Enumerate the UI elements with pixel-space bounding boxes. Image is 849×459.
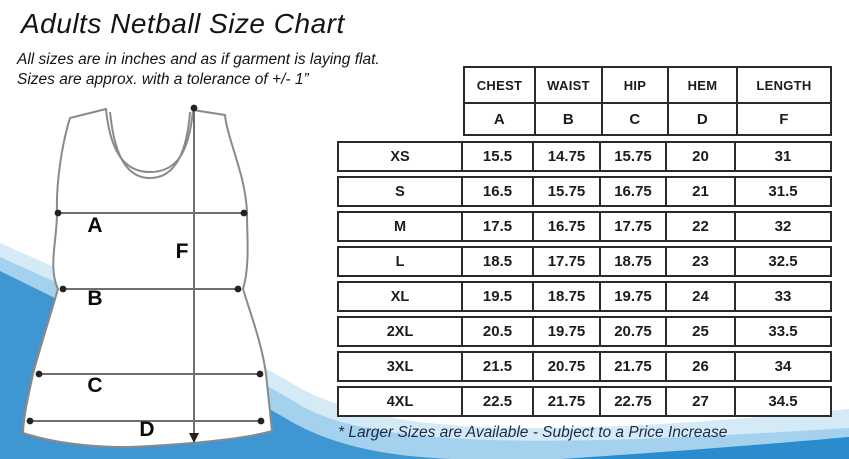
hip-value: 15.75 bbox=[601, 143, 667, 170]
table-row-xs: XS 15.5 14.75 15.75 20 31 bbox=[337, 141, 832, 172]
length-value: 31.5 bbox=[768, 183, 798, 200]
column-header-hip: HIP bbox=[603, 68, 669, 102]
size-chart-table: CHEST WAIST HIP HEM LENGTH A B C D F XS … bbox=[337, 66, 832, 421]
hip-value: 20.75 bbox=[601, 318, 667, 345]
table-row-xl: XL 19.5 18.75 19.75 24 33 bbox=[337, 281, 832, 312]
column-header-length: LENGTH bbox=[756, 77, 812, 93]
table-header-block: CHEST WAIST HIP HEM LENGTH A B C D F bbox=[463, 66, 832, 136]
wave-dark-corner bbox=[560, 437, 849, 459]
letter-chest: A bbox=[465, 104, 536, 134]
size-label: 4XL bbox=[339, 388, 463, 415]
hem-value: 26 bbox=[667, 353, 736, 380]
hip-value: 21.75 bbox=[601, 353, 667, 380]
label-hem: D bbox=[139, 418, 154, 441]
garment-diagram: A B C D F bbox=[22, 104, 273, 448]
subtitle-line-2: Sizes are approx. with a tolerance of +/… bbox=[17, 71, 309, 88]
length-value: 34 bbox=[774, 358, 792, 375]
footnote: * Larger Sizes are Available - Subject t… bbox=[338, 424, 728, 441]
size-label: 2XL bbox=[339, 318, 463, 345]
length-value: 33 bbox=[774, 288, 792, 305]
label-waist: B bbox=[87, 287, 102, 310]
table-row-4xl: 4XL 22.5 21.75 22.75 27 34.5 bbox=[337, 386, 832, 417]
measurement-end-dots bbox=[26, 104, 265, 443]
garment-neck-trim bbox=[109, 111, 191, 180]
table-row-2xl: 2XL 20.5 19.75 20.75 25 33.5 bbox=[337, 316, 832, 347]
length-value: 31 bbox=[774, 148, 792, 165]
length-value: 34.5 bbox=[768, 393, 798, 410]
column-header-hem: HEM bbox=[669, 68, 738, 102]
size-label: XS bbox=[339, 143, 463, 170]
column-header-waist: WAIST bbox=[536, 68, 603, 102]
size-label: XL bbox=[339, 283, 463, 310]
letter-waist: B bbox=[536, 104, 603, 134]
length-arrowhead bbox=[189, 433, 199, 443]
hem-value: 25 bbox=[667, 318, 736, 345]
table-row-m: M 17.5 16.75 17.75 22 32 bbox=[337, 211, 832, 242]
chest-value: 20.5 bbox=[463, 318, 534, 345]
hem-value: 22 bbox=[667, 213, 736, 240]
waist-value: 21.75 bbox=[534, 388, 601, 415]
hip-value: 18.75 bbox=[601, 248, 667, 275]
letter-length: F bbox=[779, 110, 789, 128]
waist-value: 14.75 bbox=[534, 143, 601, 170]
waist-value: 15.75 bbox=[534, 178, 601, 205]
chest-value: 22.5 bbox=[463, 388, 534, 415]
hip-value: 19.75 bbox=[601, 283, 667, 310]
table-header-row: CHEST WAIST HIP HEM LENGTH bbox=[465, 68, 830, 104]
size-label: 3XL bbox=[339, 353, 463, 380]
letter-hem: D bbox=[669, 104, 738, 134]
page-title: Adults Netball Size Chart bbox=[21, 8, 345, 39]
subtitle: All sizes are in inches and as if garmen… bbox=[17, 50, 380, 90]
chest-value: 18.5 bbox=[463, 248, 534, 275]
chest-value: 17.5 bbox=[463, 213, 534, 240]
letter-hip: C bbox=[603, 104, 669, 134]
length-value: 33.5 bbox=[768, 323, 798, 340]
waist-value: 19.75 bbox=[534, 318, 601, 345]
label-chest: A bbox=[87, 214, 102, 237]
chest-value: 19.5 bbox=[463, 283, 534, 310]
hip-value: 16.75 bbox=[601, 178, 667, 205]
hem-value: 21 bbox=[667, 178, 736, 205]
hip-value: 17.75 bbox=[601, 213, 667, 240]
measurement-labels: A B C D F bbox=[87, 214, 188, 441]
chest-value: 16.5 bbox=[463, 178, 534, 205]
label-hip: C bbox=[87, 374, 102, 397]
table-row-3xl: 3XL 21.5 20.75 21.75 26 34 bbox=[337, 351, 832, 382]
hem-value: 24 bbox=[667, 283, 736, 310]
length-value: 32.5 bbox=[768, 253, 798, 270]
table-letter-row: A B C D F bbox=[465, 104, 830, 134]
hem-value: 20 bbox=[667, 143, 736, 170]
length-value: 32 bbox=[774, 218, 792, 235]
waist-value: 20.75 bbox=[534, 353, 601, 380]
waist-value: 16.75 bbox=[534, 213, 601, 240]
waist-value: 17.75 bbox=[534, 248, 601, 275]
table-row-s: S 16.5 15.75 16.75 21 31.5 bbox=[337, 176, 832, 207]
label-length: F bbox=[176, 240, 189, 263]
garment-outline bbox=[22, 108, 273, 448]
hip-value: 22.75 bbox=[601, 388, 667, 415]
size-label: S bbox=[339, 178, 463, 205]
size-label: M bbox=[339, 213, 463, 240]
size-label: L bbox=[339, 248, 463, 275]
table-row-l: L 18.5 17.75 18.75 23 32.5 bbox=[337, 246, 832, 277]
measurement-lines bbox=[28, 106, 263, 434]
chest-value: 21.5 bbox=[463, 353, 534, 380]
hem-value: 23 bbox=[667, 248, 736, 275]
hem-value: 27 bbox=[667, 388, 736, 415]
subtitle-line-1: All sizes are in inches and as if garmen… bbox=[17, 51, 380, 68]
waist-value: 18.75 bbox=[534, 283, 601, 310]
table-body: XS 15.5 14.75 15.75 20 31 S 16.5 15.75 1… bbox=[337, 141, 832, 417]
chest-value: 15.5 bbox=[463, 143, 534, 170]
column-header-chest: CHEST bbox=[465, 68, 536, 102]
